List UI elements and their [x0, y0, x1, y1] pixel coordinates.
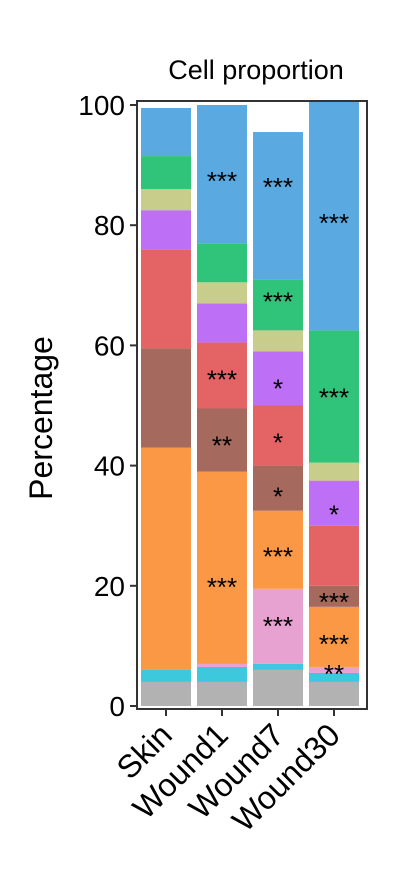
significance-marker: * — [329, 500, 339, 530]
bar-segment-skin-2 — [141, 669, 191, 682]
bar-segment-wound30-8 — [309, 462, 359, 481]
bar-segment-wound7-4 — [253, 510, 303, 589]
y-tick-label: 0 — [109, 691, 125, 722]
significance-marker: *** — [207, 166, 237, 196]
significance-marker: * — [273, 373, 283, 403]
significance-marker: ** — [212, 431, 232, 461]
bar-segment-wound30-7 — [309, 480, 359, 526]
y-tick-label: 80 — [94, 210, 125, 241]
y-axis: 0 20 40 60 80 100 — [78, 90, 137, 722]
y-tick-label: 60 — [94, 330, 125, 361]
bar-segment-skin-10 — [141, 108, 191, 157]
significance-marker: *** — [263, 542, 293, 572]
bar-segment-wound30-5 — [309, 585, 359, 607]
bar-segment-wound1-7 — [197, 303, 247, 343]
bar-segment-wound7-2 — [253, 663, 303, 670]
y-tick-label: 100 — [78, 90, 125, 121]
bar-segment-skin-5 — [141, 348, 191, 448]
bar-segment-wound7-10 — [253, 132, 303, 280]
bar-segment-wound1-3 — [197, 663, 247, 667]
bar-segment-wound1-6 — [197, 342, 247, 409]
bar-segment-wound7-8 — [253, 330, 303, 352]
bar-segment-wound7-7 — [253, 351, 303, 406]
significance-marker: *** — [319, 629, 349, 659]
y-tick-label: 40 — [94, 451, 125, 482]
bar-segment-skin-9 — [141, 156, 191, 190]
bar-segment-wound7-9 — [253, 279, 303, 331]
significance-marker: * — [273, 482, 283, 512]
bar-segment-wound1-4 — [197, 471, 247, 664]
significance-marker: *** — [319, 208, 349, 238]
bar-segment-wound1-2 — [197, 666, 247, 682]
bar-segment-skin-4 — [141, 447, 191, 670]
significance-marker: *** — [207, 572, 237, 602]
bar-segment-wound30-4 — [309, 606, 359, 667]
significance-marker: ** — [324, 659, 344, 689]
bar-segment-wound1-5 — [197, 408, 247, 472]
bar-segment-wound7-3 — [253, 588, 303, 664]
bars-group — [141, 101, 359, 706]
significance-marker: *** — [263, 286, 293, 316]
bar-segment-wound30-1 — [309, 681, 359, 706]
significance-annotations: ****************************************… — [207, 166, 349, 689]
bar-segment-wound30-10 — [309, 101, 359, 331]
significance-marker: *** — [263, 172, 293, 202]
bar-segment-wound30-3 — [309, 666, 359, 673]
significance-marker: *** — [207, 364, 237, 394]
bar-segment-skin-1 — [141, 681, 191, 706]
bar-segment-skin-6 — [141, 249, 191, 349]
chart-title: Cell proportion — [168, 55, 344, 85]
bar-segment-wound1-1 — [197, 681, 247, 706]
bar-segment-skin-8 — [141, 189, 191, 211]
bar-segment-wound1-9 — [197, 243, 247, 283]
bar-segment-skin-7 — [141, 210, 191, 250]
significance-marker: * — [273, 428, 283, 458]
bar-segment-wound1-10 — [197, 105, 247, 244]
y-tick-label: 20 — [94, 571, 125, 602]
y-axis-label: Percentage — [23, 336, 59, 500]
bar-segment-wound30-6 — [309, 525, 359, 586]
plot-frame — [136, 100, 368, 710]
bar-segment-wound1-8 — [197, 282, 247, 304]
bar-segment-wound30-9 — [309, 330, 359, 463]
significance-marker: *** — [319, 382, 349, 412]
bar-segment-wound7-5 — [253, 465, 303, 511]
bar-segment-wound30-2 — [309, 672, 359, 682]
bar-segment-wound7-1 — [253, 669, 303, 706]
bar-segment-wound7-6 — [253, 405, 303, 466]
significance-marker: *** — [319, 587, 349, 617]
significance-marker: *** — [263, 611, 293, 641]
